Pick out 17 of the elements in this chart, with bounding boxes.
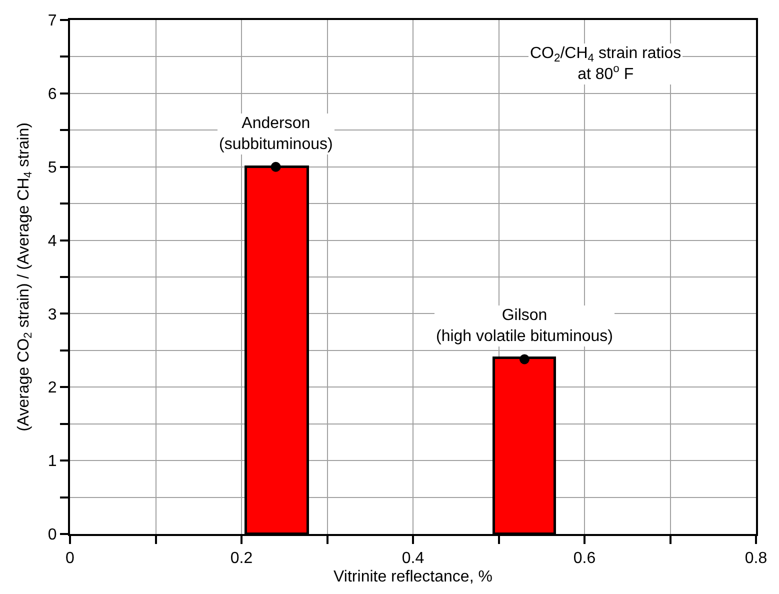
y-tick-label: 7 [48, 12, 57, 30]
annotation: CO$_{2}$/CH$_{4}$ strain ratios at 80$^{o}$ F [530, 45, 682, 83]
y-tick-label: 6 [48, 86, 57, 104]
x-tick-label: 0.2 [230, 550, 253, 568]
y-tick-label: 1 [48, 453, 57, 470]
y-tick-label: 5 [48, 159, 57, 176]
x-tick-label: 0 [66, 550, 75, 568]
x-tick-label: 0.4 [402, 550, 424, 568]
x-tick-label: 0.8 [744, 550, 768, 568]
y-tick-label: 2 [48, 380, 57, 397]
annotation: Anderson (subbituminous) [219, 115, 333, 153]
y-tick-label: 4 [48, 232, 57, 250]
annotation: Gilson (high volatile bituminous) [436, 307, 613, 345]
y-tick-label: 0 [48, 526, 57, 544]
y-tick-label: 3 [48, 306, 57, 324]
x-tick-label: 0.6 [573, 550, 596, 568]
x-axis-title: Vitrinite reflectance, % [334, 568, 492, 586]
